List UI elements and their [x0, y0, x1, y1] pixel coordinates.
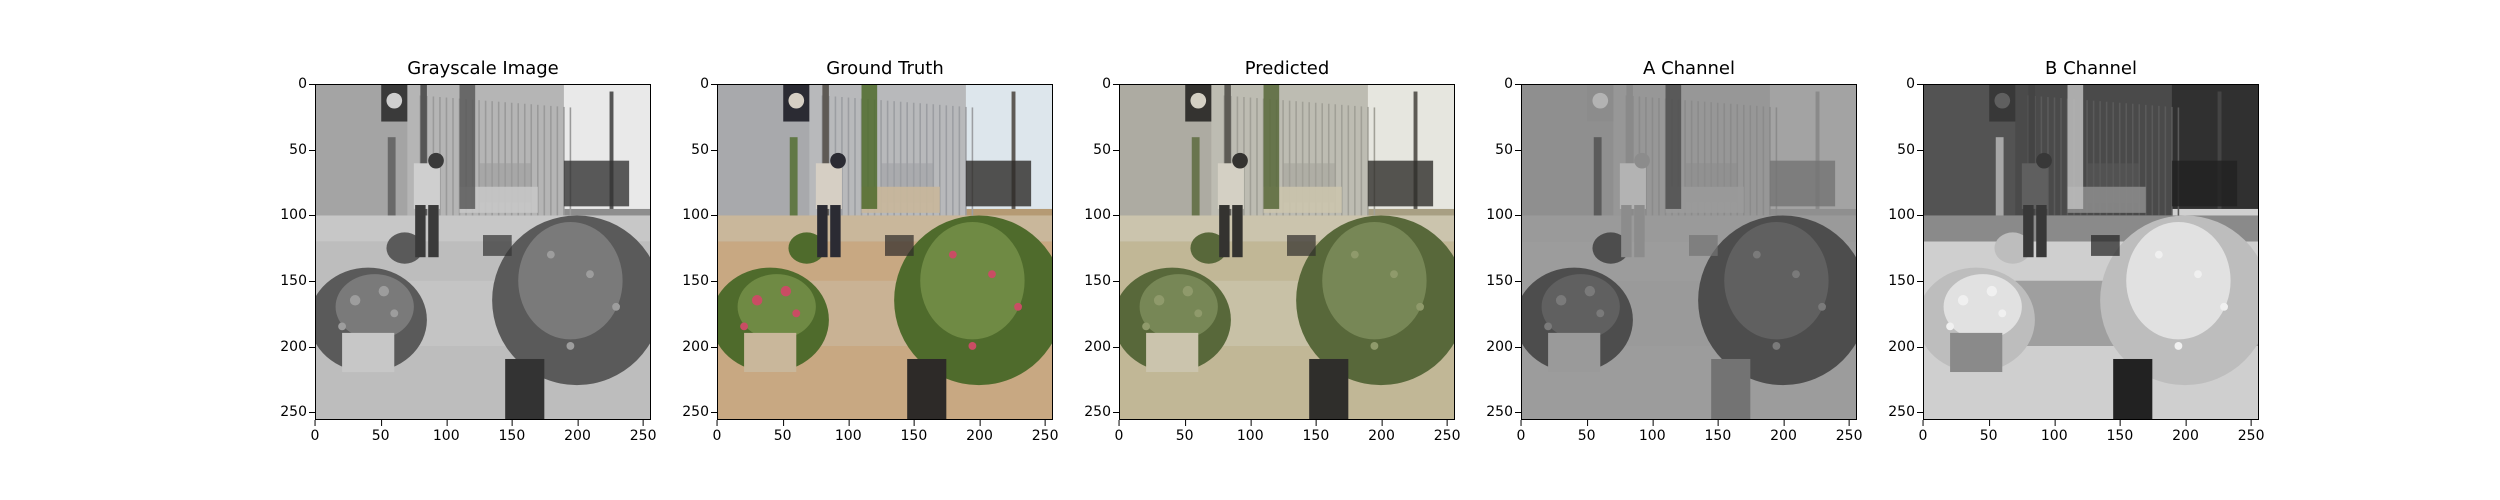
x-tick-label: 50	[773, 420, 792, 444]
y-tick-label: 0	[275, 76, 315, 92]
image-frame	[1521, 84, 1857, 420]
x-tick-label: 200	[2172, 420, 2199, 444]
x-tick-label: 250	[1835, 420, 1863, 444]
y-tick-label: 100	[1883, 207, 1923, 223]
y-tick-label: 150	[1481, 273, 1521, 289]
y-tick-label: 200	[275, 339, 315, 355]
y-tick-label: 250	[677, 404, 717, 420]
y-tick-label: 0	[677, 76, 717, 92]
panel-title: Ground Truth	[826, 58, 944, 79]
y-tick-label: 200	[677, 339, 717, 355]
y-tick-label: 50	[677, 142, 717, 158]
panel-title: Grayscale Image	[407, 58, 559, 79]
x-tick-label: 50	[1577, 420, 1596, 444]
x-tick-label: 150	[2106, 420, 2134, 444]
x-tick-label: 250	[2237, 420, 2265, 444]
y-tick-label: 250	[275, 404, 315, 420]
image-frame	[717, 84, 1053, 420]
y-axis: 0 50 100 150 200 250	[1486, 76, 1921, 420]
y-tick-label: 250	[1079, 404, 1119, 420]
panel-pred: Predicted	[1084, 0, 1519, 500]
x-tick-label: 0	[1918, 420, 1928, 444]
x-tick-label: 150	[1704, 420, 1732, 444]
image-frame	[315, 84, 651, 420]
y-tick-label: 250	[1883, 404, 1923, 420]
y-tick-label: 100	[677, 207, 717, 223]
y-axis: 0 50 100 150 200 250	[280, 76, 715, 420]
x-tick-label: 200	[564, 420, 591, 444]
x-tick-label: 0	[1114, 420, 1124, 444]
y-tick-label: 0	[1481, 76, 1521, 92]
x-tick-label: 0	[1516, 420, 1526, 444]
y-tick-label: 50	[1481, 142, 1521, 158]
y-tick-label: 100	[1481, 207, 1521, 223]
x-tick-label: 100	[2040, 420, 2068, 444]
x-tick-label: 0	[712, 420, 722, 444]
y-axis: 0 50 100 150 200 250	[1084, 76, 1519, 420]
panel-gray: Grayscale Image	[280, 0, 715, 500]
image-frame	[1923, 84, 2259, 420]
x-tick-label: 150	[498, 420, 526, 444]
y-tick-label: 0	[1079, 76, 1119, 92]
image-content	[718, 85, 1052, 419]
y-axis: 0 50 100 150 200 250	[1888, 76, 2323, 420]
x-tick-label: 50	[371, 420, 390, 444]
x-tick-label: 250	[629, 420, 657, 444]
x-tick-label: 100	[1638, 420, 1666, 444]
x-tick-label: 50	[1979, 420, 1998, 444]
x-tick-label: 100	[834, 420, 862, 444]
panel-title: Predicted	[1244, 58, 1330, 79]
y-tick-label: 50	[1883, 142, 1923, 158]
panel-title: B Channel	[2045, 58, 2137, 79]
x-tick-label: 200	[1368, 420, 1395, 444]
y-tick-label: 150	[677, 273, 717, 289]
panel-b: B Channel	[1888, 0, 2323, 500]
x-tick-label: 250	[1031, 420, 1059, 444]
y-tick-label: 150	[1079, 273, 1119, 289]
image-content	[1522, 85, 1856, 419]
x-tick-label: 100	[432, 420, 460, 444]
y-tick-label: 150	[1883, 273, 1923, 289]
y-tick-label: 50	[275, 142, 315, 158]
image-content	[1924, 85, 2258, 419]
y-tick-label: 100	[275, 207, 315, 223]
y-tick-label: 100	[1079, 207, 1119, 223]
x-tick-label: 250	[1433, 420, 1461, 444]
y-tick-label: 200	[1883, 339, 1923, 355]
y-tick-label: 250	[1481, 404, 1521, 420]
x-tick-label: 150	[1302, 420, 1330, 444]
panel-title: A Channel	[1643, 58, 1735, 79]
y-tick-label: 200	[1079, 339, 1119, 355]
image-frame	[1119, 84, 1455, 420]
x-tick-label: 0	[310, 420, 320, 444]
y-tick-label: 150	[275, 273, 315, 289]
x-tick-label: 100	[1236, 420, 1264, 444]
y-axis: 0 50 100 150 200 250	[682, 76, 1117, 420]
x-tick-label: 50	[1175, 420, 1194, 444]
image-content	[1120, 85, 1454, 419]
x-tick-label: 150	[900, 420, 928, 444]
y-tick-label: 50	[1079, 142, 1119, 158]
panel-color: Ground Truth	[682, 0, 1117, 500]
y-tick-label: 200	[1481, 339, 1521, 355]
y-tick-label: 0	[1883, 76, 1923, 92]
x-tick-label: 200	[966, 420, 993, 444]
x-tick-label: 200	[1770, 420, 1797, 444]
image-content	[316, 85, 650, 419]
panel-a: A Channel	[1486, 0, 1921, 500]
